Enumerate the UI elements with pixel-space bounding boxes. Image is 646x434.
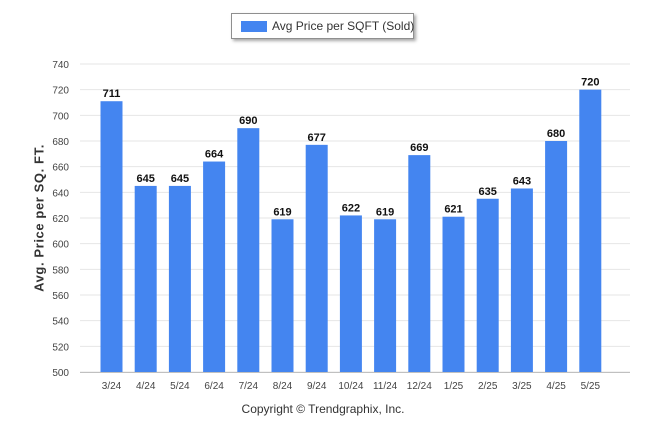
data-label: 669 (410, 142, 428, 154)
legend[interactable]: Avg Price per SQFT (Sold) (231, 13, 414, 39)
data-label: 621 (444, 204, 462, 216)
x-tick-label: 7/24 (239, 381, 259, 392)
x-tick-label: 9/24 (307, 381, 327, 392)
data-label: 664 (205, 149, 224, 161)
data-label: 643 (513, 175, 531, 187)
bar (203, 161, 226, 372)
data-label: 622 (342, 202, 360, 214)
y-tick-label: 740 (52, 60, 69, 71)
y-tick-label: 540 (52, 317, 69, 328)
y-tick-label: 500 (52, 368, 69, 379)
data-label: 690 (239, 115, 257, 127)
bar (442, 216, 465, 372)
data-label: 619 (376, 206, 394, 218)
x-tick-label: 6/24 (204, 381, 224, 392)
bar (545, 141, 568, 372)
data-label: 677 (308, 132, 326, 144)
x-tick-label: 2/25 (478, 381, 498, 392)
y-tick-label: 680 (52, 137, 69, 148)
legend-swatch (241, 21, 267, 32)
bar (134, 185, 157, 372)
y-tick-label: 520 (52, 342, 69, 353)
bar (271, 219, 294, 372)
y-tick-label: 640 (52, 188, 69, 199)
bar (305, 144, 328, 372)
y-tick-label: 660 (52, 163, 69, 174)
bar (339, 215, 362, 372)
data-label: 720 (581, 77, 599, 89)
x-tick-label: 1/25 (444, 381, 464, 392)
x-tick-label: 8/24 (273, 381, 293, 392)
y-tick-label: 620 (52, 214, 69, 225)
y-tick-label: 580 (52, 265, 69, 276)
data-label: 711 (103, 88, 121, 100)
x-tick-label: 12/24 (407, 381, 432, 392)
bar (408, 155, 431, 372)
data-label: 645 (137, 173, 155, 185)
data-label: 680 (547, 128, 565, 140)
x-axis-ticks: 3/24 4/24 5/24 6/24 7/24 8/24 9/24 10/24 11/24 12… (102, 381, 601, 392)
data-labels: 711 645 645 664 690 619 677 622 619 669 621 635 643 6… (103, 77, 600, 219)
y-tick-label: 720 (52, 86, 69, 97)
y-tick-label: 700 (52, 111, 69, 122)
bar (100, 101, 123, 372)
legend-label: Avg Price per SQFT (Sold) (272, 19, 415, 33)
y-tick-label: 600 (52, 240, 69, 251)
bar (476, 198, 499, 372)
y-axis-ticks: 500 520 540 560 580 600 620 640 660 680 700 720 740 (52, 60, 69, 379)
bar (237, 128, 260, 372)
x-tick-label: 3/24 (102, 381, 122, 392)
data-label: 635 (479, 186, 497, 198)
y-tick-label: 560 (52, 291, 69, 302)
x-tick-label: 3/25 (512, 381, 532, 392)
x-tick-label: 5/25 (581, 381, 601, 392)
bar (374, 219, 397, 372)
x-tick-label: 5/24 (170, 381, 190, 392)
bar (168, 185, 191, 372)
data-label: 619 (273, 206, 291, 218)
bar (510, 188, 533, 372)
copyright-text: Copyright © Trendgraphix, Inc. (241, 402, 405, 416)
bar (579, 89, 602, 373)
x-tick-label: 10/24 (338, 381, 363, 392)
data-label: 645 (171, 173, 189, 185)
x-tick-label: 11/24 (373, 381, 398, 392)
y-axis-label: Avg. Price per SQ. FT. (31, 144, 47, 292)
x-tick-label: 4/25 (546, 381, 566, 392)
bars (100, 89, 602, 373)
x-tick-label: 4/24 (136, 381, 156, 392)
